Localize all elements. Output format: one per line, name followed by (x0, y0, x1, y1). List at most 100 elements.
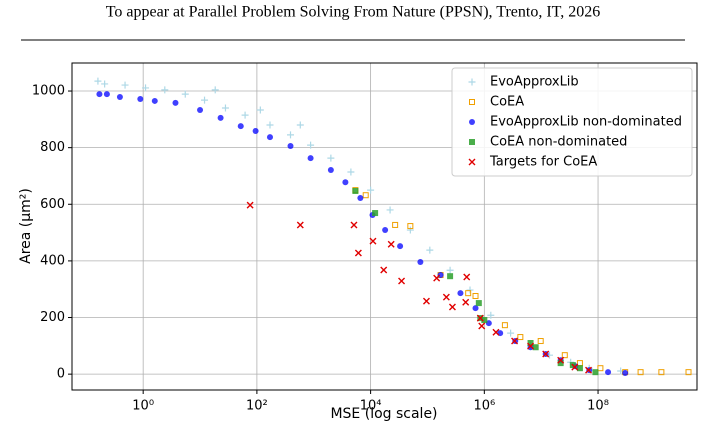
point (387, 240, 395, 248)
point (172, 99, 179, 106)
y-tick-label: 800 (40, 140, 65, 155)
point (457, 290, 464, 297)
legend-marker (468, 78, 476, 86)
y-tick-label: 0 (57, 367, 65, 382)
point (557, 360, 564, 367)
x-axis-label: MSE (log scale) (330, 406, 437, 422)
x-tick-label: 10² (246, 399, 268, 414)
point (485, 320, 492, 327)
point (237, 123, 244, 130)
y-tick-label: 600 (40, 197, 65, 212)
point (472, 293, 479, 300)
plot-frame (71, 62, 698, 391)
point (532, 344, 539, 351)
point (266, 121, 274, 129)
point (354, 249, 362, 257)
point (241, 111, 249, 119)
point (527, 340, 534, 347)
point (422, 297, 430, 305)
point (447, 273, 454, 280)
point (448, 303, 456, 311)
point (372, 210, 379, 217)
legend-label: CoEA non-dominated (490, 135, 627, 150)
point (622, 370, 629, 377)
point (492, 328, 500, 336)
x-tick-label: 10⁸ (587, 399, 609, 414)
point (201, 96, 209, 104)
point (352, 187, 359, 194)
point (576, 360, 583, 367)
y-axis-label: Area (μm²) (18, 188, 34, 264)
legend-label: CoEA (490, 95, 524, 110)
point (465, 290, 472, 297)
point (221, 104, 229, 112)
legend-marker (469, 119, 475, 125)
point (357, 195, 364, 202)
point (475, 300, 482, 307)
x-tick-label: 10⁶ (473, 399, 495, 414)
point (507, 329, 515, 337)
point (446, 266, 454, 274)
legend-box (451, 67, 693, 177)
point (517, 334, 524, 341)
point (362, 192, 369, 199)
point (252, 127, 259, 134)
point (151, 97, 158, 104)
legend-marker (469, 99, 475, 105)
point (327, 167, 334, 174)
point (211, 86, 219, 94)
point (605, 369, 612, 376)
point (487, 311, 495, 319)
point (369, 237, 377, 245)
point (296, 121, 304, 129)
point (592, 369, 599, 376)
point (466, 286, 474, 294)
legend-label: Targets for CoEA (489, 155, 597, 170)
point (481, 317, 488, 324)
legend-marker (469, 139, 475, 145)
point (142, 84, 150, 92)
point (576, 365, 583, 372)
point (557, 356, 565, 364)
point (161, 86, 169, 94)
point (121, 81, 129, 89)
point (367, 186, 375, 194)
point (266, 134, 273, 141)
point (685, 369, 692, 376)
point (571, 363, 579, 371)
point (296, 221, 304, 229)
point (417, 259, 424, 266)
point (256, 106, 264, 114)
point (246, 201, 254, 209)
point (386, 206, 394, 214)
legend-label: EvoApproxLib (490, 75, 579, 90)
point (116, 93, 123, 100)
point (501, 322, 508, 329)
point (511, 337, 519, 345)
y-tick-label: 400 (40, 253, 65, 268)
point (217, 114, 224, 121)
page-header: To appear at Parallel Problem Solving Fr… (106, 4, 601, 21)
legend-label: EvoApproxLib non-dominated (490, 115, 682, 130)
point (392, 221, 399, 228)
point (347, 168, 355, 176)
point (658, 369, 665, 376)
point (463, 273, 471, 281)
point (382, 227, 389, 234)
point (406, 226, 414, 234)
point (380, 266, 388, 274)
x-tick-label: 10⁴ (360, 399, 382, 414)
point (433, 274, 441, 282)
point (96, 91, 103, 98)
point (476, 314, 484, 322)
point (350, 221, 358, 229)
point (397, 243, 404, 250)
point (478, 322, 486, 330)
point (597, 365, 604, 372)
point (472, 305, 479, 312)
point (537, 338, 544, 345)
point (442, 293, 450, 301)
point (527, 342, 535, 350)
